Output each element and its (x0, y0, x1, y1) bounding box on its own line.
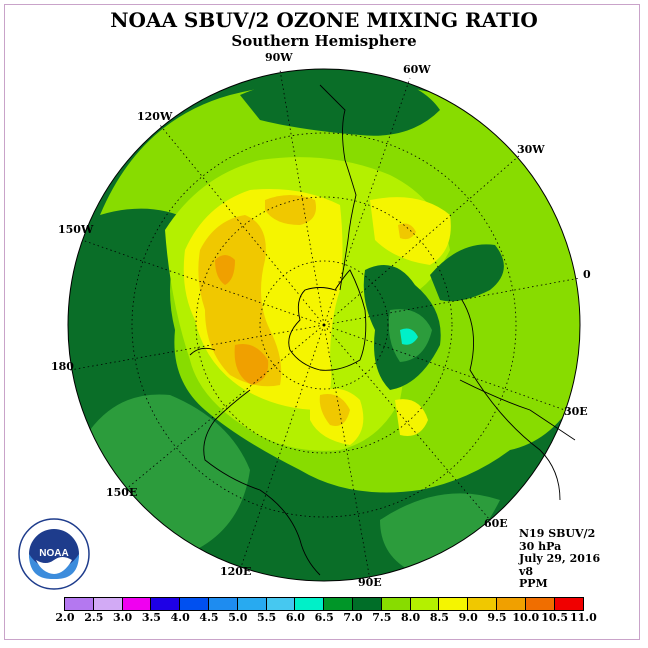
colorbar-cell (525, 598, 555, 610)
colorbar-tick-label: 6.5 (314, 611, 334, 624)
lon-label-90e: 90E (358, 576, 382, 589)
latitude-circle-50 (195, 196, 453, 454)
info-version: v8 (519, 564, 534, 578)
colorbar-cell (554, 598, 584, 610)
new-zealand-coast (189, 347, 216, 356)
info-date: July 29, 2016 (519, 552, 601, 565)
colorbar-cell (468, 598, 497, 610)
map-subtitle: Southern Hemisphere (231, 32, 417, 50)
colorbar-cell (237, 598, 267, 610)
colorbar-cell (151, 598, 181, 610)
contour-cyan (400, 328, 418, 345)
colorbar-tick-label: 10.0 (512, 611, 540, 624)
lon-label-0: 0 (583, 268, 591, 281)
colorbar-tick-label: 2.0 (55, 611, 75, 624)
lon-label-120e: 120E (220, 565, 252, 578)
lon-label-30e: 30E (564, 405, 588, 418)
colorbar-tick-label: 7.5 (372, 611, 392, 624)
colorbar-tick-label: 8.0 (401, 611, 421, 624)
contour-dark-green-top (240, 71, 440, 136)
colorbar-cell (180, 598, 209, 610)
colorbar-tick-label: 6.0 (285, 611, 305, 624)
colorbar-cell (266, 598, 296, 610)
colorbar-cell (352, 598, 382, 610)
lon-label-180: 180 (51, 360, 74, 373)
colorbar-tick-label: 3.5 (141, 611, 161, 624)
contour-orange-b (234, 344, 269, 385)
meridian-0 (323, 277, 581, 326)
colorbar-tick-label: 9.5 (487, 611, 507, 624)
info-block: N19 SBUV/2 30 hPa July 29, 2016 v8 PPM (519, 527, 601, 591)
contour-dark-green-right (430, 244, 504, 302)
colorbar-tick-label: 11.0 (569, 611, 597, 624)
colorbar-tick-label: 5.0 (228, 611, 248, 624)
ozone-field (68, 69, 580, 581)
map-boundary (67, 68, 581, 582)
info-units: PPM (519, 577, 548, 590)
lon-label-120w: 120W (137, 110, 173, 123)
meridian-30e (323, 324, 566, 411)
contour-gold-top (265, 195, 316, 225)
meridian-60w (323, 77, 411, 326)
lon-label-150e: 150E (106, 486, 138, 499)
colorbar-tick-label: 2.5 (84, 611, 104, 624)
meridian-30w (323, 154, 521, 326)
contour-orange-a (215, 255, 235, 285)
colorbar-tick-label: 9.0 (458, 611, 478, 624)
colorbar-tick-label: 5.5 (257, 611, 277, 624)
lon-label-60e: 60E (484, 517, 508, 530)
colorbar-tick-label: 8.5 (429, 611, 449, 624)
colorbar-cell (93, 598, 123, 610)
noaa-logo: NOAA (18, 518, 90, 590)
australia-coast (203, 389, 321, 576)
logo-text: NOAA (39, 548, 68, 559)
antarctica-coast (288, 269, 367, 371)
colorbar-tick-label: 3.0 (113, 611, 133, 624)
contour-yellow-lower-right (395, 399, 428, 436)
contour-mid-green-b (380, 493, 500, 575)
colorbar-tick-label: 7.0 (343, 611, 363, 624)
southern-africa-coast (459, 379, 576, 441)
colorbar-cell (295, 598, 325, 610)
colorbar-cell (410, 598, 440, 610)
colorbar-cell (65, 598, 94, 610)
map-title: NOAA SBUV/2 OZONE MIXING RATIO (110, 8, 538, 32)
contour-gold-small (398, 223, 416, 240)
colorbar-cell (439, 598, 469, 610)
lon-label-90w: 90W (265, 51, 293, 64)
colorbar-cell (208, 598, 238, 610)
colorbar-cell (324, 598, 353, 610)
colorbar-cell (496, 598, 526, 610)
latitude-circle-70 (259, 260, 389, 390)
info-satellite: N19 SBUV/2 (519, 527, 596, 540)
colorbar (64, 597, 585, 611)
colorbar-cell (122, 598, 152, 610)
graticule (69, 69, 581, 581)
south-america-coast (319, 84, 357, 291)
lon-label-150w: 150W (58, 223, 94, 236)
coastlines (189, 84, 576, 576)
info-level: 30 hPa (519, 539, 562, 553)
colorbar-tick-label: 4.0 (170, 611, 190, 624)
colorbar-cell (381, 598, 411, 610)
colorbar-tick-label: 10.5 (541, 611, 568, 624)
colorbar-tick-label: 4.5 (199, 611, 219, 624)
lon-label-60w: 60W (403, 63, 431, 76)
lon-label-30w: 30W (517, 143, 545, 156)
latitude-circle-30 (131, 132, 517, 518)
africa-coast (461, 299, 561, 501)
contour-gold-lower (319, 394, 350, 426)
